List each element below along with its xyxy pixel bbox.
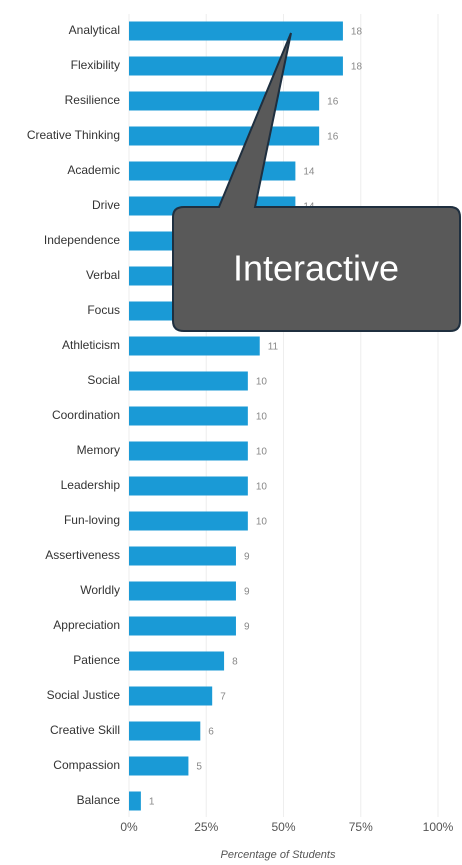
- value-label: 8: [232, 657, 238, 668]
- y-tick-label: Independence: [44, 233, 120, 247]
- value-label: 18: [351, 27, 363, 38]
- value-label: 10: [256, 412, 268, 423]
- value-label: 7: [220, 692, 226, 703]
- value-label: 9: [244, 552, 250, 563]
- y-tick-label: Creative Thinking: [27, 128, 120, 142]
- bar: [129, 721, 201, 741]
- bar: [129, 581, 236, 601]
- bar: [129, 686, 213, 706]
- x-tick-label: 0%: [120, 820, 138, 834]
- value-label: 11: [268, 342, 279, 353]
- y-tick-label: Verbal: [86, 268, 120, 282]
- x-tick-label: 50%: [271, 820, 295, 834]
- x-tick-label: 75%: [349, 820, 373, 834]
- y-tick-label: Flexibility: [71, 58, 120, 72]
- value-label: 9: [244, 587, 250, 598]
- y-tick-label: Resilience: [65, 93, 121, 107]
- bar: [129, 56, 343, 76]
- y-tick-label: Assertiveness: [45, 548, 120, 562]
- y-tick-label: Focus: [87, 303, 120, 317]
- y-tick-label: Leadership: [61, 478, 121, 492]
- bar: [129, 371, 248, 391]
- bar: [129, 441, 248, 461]
- y-tick-label: Memory: [77, 443, 120, 457]
- value-label: 10: [256, 482, 268, 493]
- y-tick-label: Appreciation: [53, 618, 120, 632]
- y-tick-label: Worldly: [80, 583, 120, 597]
- bar: [129, 651, 225, 671]
- value-label: 10: [256, 447, 268, 458]
- x-axis-label: Percentage of Students: [221, 849, 336, 861]
- bar: [129, 126, 320, 146]
- bar: [129, 616, 236, 636]
- x-tick-label: 100%: [423, 820, 454, 834]
- y-tick-label: Fun-loving: [64, 513, 120, 527]
- y-tick-label: Athleticism: [62, 338, 120, 352]
- value-label: 10: [256, 517, 268, 528]
- value-label: 14: [303, 167, 315, 178]
- y-tick-label: Compassion: [53, 758, 120, 772]
- bar: [129, 336, 260, 356]
- value-label: 16: [327, 132, 339, 143]
- bar: [129, 791, 141, 811]
- value-label: 9: [244, 622, 250, 633]
- bar: [129, 476, 248, 496]
- y-tick-label: Social Justice: [47, 688, 121, 702]
- value-label: 18: [351, 62, 363, 73]
- y-tick-label: Academic: [67, 163, 120, 177]
- y-tick-label: Balance: [77, 793, 121, 807]
- y-tick-label: Drive: [92, 198, 120, 212]
- bar: [129, 756, 189, 776]
- bar: [129, 406, 248, 426]
- callout-box: [172, 32, 461, 332]
- callout-text: Interactive: [233, 248, 399, 289]
- y-tick-label: Social: [87, 373, 120, 387]
- value-label: 1: [149, 797, 155, 808]
- value-label: 10: [256, 377, 268, 388]
- y-tick-label: Coordination: [52, 408, 120, 422]
- bar: [129, 21, 343, 41]
- y-tick-label: Analytical: [69, 23, 120, 37]
- y-tick-label: Patience: [73, 653, 120, 667]
- bar: [129, 161, 296, 181]
- x-tick-label: 25%: [194, 820, 218, 834]
- bar: [129, 511, 248, 531]
- bar: [129, 546, 236, 566]
- y-tick-label: Creative Skill: [50, 723, 120, 737]
- value-label: 6: [208, 727, 214, 738]
- bar: [129, 91, 320, 111]
- value-label: 5: [196, 762, 202, 773]
- value-label: 16: [327, 97, 339, 108]
